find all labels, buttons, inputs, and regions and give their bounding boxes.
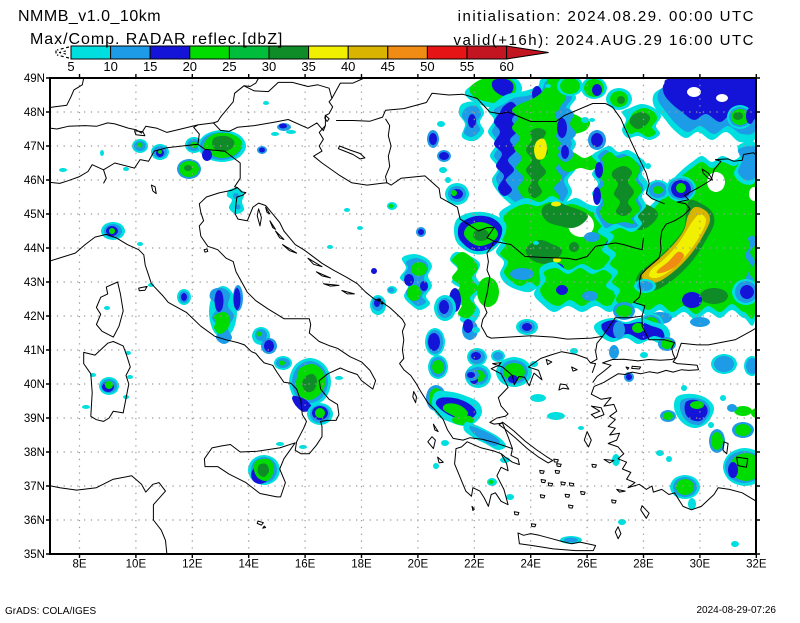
svg-text:20: 20 — [183, 59, 197, 74]
svg-text:37N: 37N — [24, 481, 45, 493]
svg-text:43N: 43N — [24, 277, 45, 289]
svg-text:55: 55 — [460, 59, 474, 74]
svg-text:45N: 45N — [24, 209, 45, 221]
svg-text:GrADS: COLA/IGES: GrADS: COLA/IGES — [5, 606, 96, 617]
svg-text:36N: 36N — [24, 515, 45, 527]
svg-text:16E: 16E — [295, 559, 316, 571]
svg-text:NMMB_v1.0_10km: NMMB_v1.0_10km — [18, 8, 161, 25]
svg-text:40N: 40N — [24, 379, 45, 391]
svg-text:60: 60 — [499, 59, 513, 74]
svg-text:20E: 20E — [408, 559, 429, 571]
svg-text:35N: 35N — [24, 549, 45, 561]
svg-text:39N: 39N — [24, 413, 45, 425]
svg-text:44N: 44N — [24, 243, 45, 255]
svg-text:12E: 12E — [182, 559, 203, 571]
svg-text:49N: 49N — [24, 73, 45, 85]
svg-text:48N: 48N — [24, 107, 45, 119]
svg-text:10E: 10E — [126, 559, 147, 571]
svg-text:42N: 42N — [24, 311, 45, 323]
svg-text:50: 50 — [420, 59, 434, 74]
svg-text:38N: 38N — [24, 447, 45, 459]
svg-text:15: 15 — [143, 59, 157, 74]
svg-text:initialisation: 2024.08.29. 00: initialisation: 2024.08.29. 00:00 UTC — [458, 8, 755, 25]
svg-text:24E: 24E — [520, 559, 541, 571]
svg-text:valid(+16h): 2024.AUG.29 16:00: valid(+16h): 2024.AUG.29 16:00 UTC — [453, 32, 755, 49]
svg-text:10: 10 — [103, 59, 117, 74]
svg-text:46N: 46N — [24, 175, 45, 187]
svg-text:32E: 32E — [746, 559, 767, 571]
svg-text:25: 25 — [222, 59, 236, 74]
svg-text:45: 45 — [381, 59, 395, 74]
svg-text:2024-08-29-07:26: 2024-08-29-07:26 — [696, 605, 776, 616]
svg-text:26E: 26E — [577, 559, 598, 571]
svg-text:18E: 18E — [351, 559, 372, 571]
svg-text:30E: 30E — [690, 559, 711, 571]
svg-text:5: 5 — [67, 59, 74, 74]
svg-text:8E: 8E — [72, 559, 86, 571]
svg-text:22E: 22E — [464, 559, 485, 571]
svg-text:35: 35 — [301, 59, 315, 74]
svg-text:Max/Comp. RADAR reflec.[dbZ]: Max/Comp. RADAR reflec.[dbZ] — [30, 31, 283, 48]
svg-text:14E: 14E — [238, 559, 259, 571]
svg-text:28E: 28E — [633, 559, 654, 571]
svg-text:41N: 41N — [24, 345, 45, 357]
svg-text:30: 30 — [262, 59, 276, 74]
svg-text:47N: 47N — [24, 141, 45, 153]
svg-text:40: 40 — [341, 59, 355, 74]
